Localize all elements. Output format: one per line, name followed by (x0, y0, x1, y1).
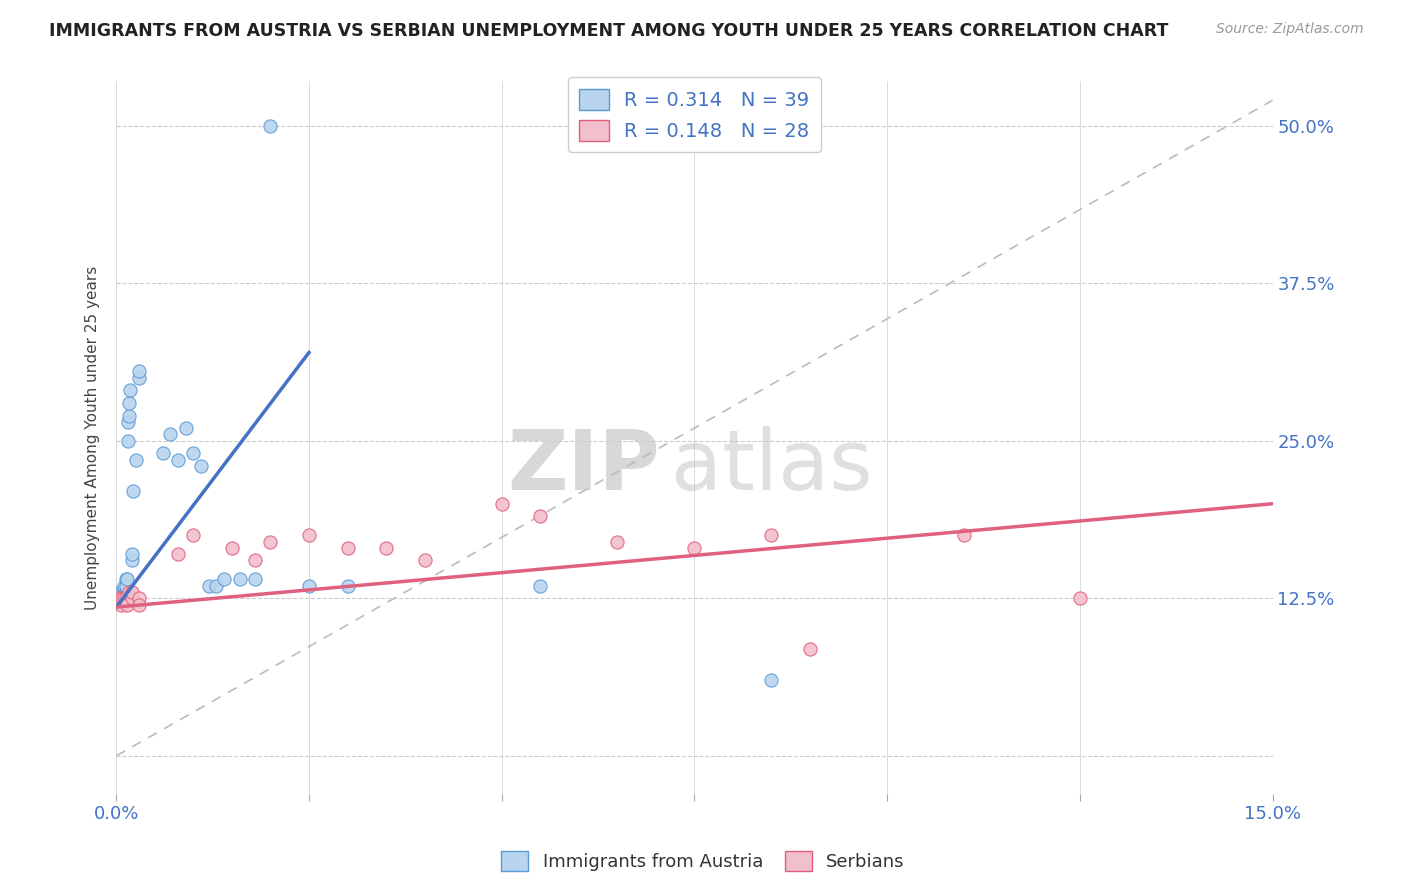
Text: IMMIGRANTS FROM AUSTRIA VS SERBIAN UNEMPLOYMENT AMONG YOUTH UNDER 25 YEARS CORRE: IMMIGRANTS FROM AUSTRIA VS SERBIAN UNEMP… (49, 22, 1168, 40)
Y-axis label: Unemployment Among Youth under 25 years: Unemployment Among Youth under 25 years (86, 266, 100, 610)
Point (121, 547, 143, 561)
Point (529, 509, 551, 524)
Point (118, 396, 141, 410)
Point (159, 427, 181, 442)
Point (152, 446, 174, 460)
Text: ZIP: ZIP (508, 425, 659, 507)
Point (128, 591, 150, 606)
Point (115, 579, 138, 593)
Point (413, 553, 436, 567)
Point (111, 591, 134, 606)
Point (336, 579, 359, 593)
Point (128, 364, 150, 378)
Text: atlas: atlas (671, 425, 873, 507)
Point (117, 434, 139, 448)
Point (243, 553, 266, 567)
Point (110, 591, 132, 606)
Point (122, 484, 145, 499)
Point (298, 579, 321, 593)
Point (243, 573, 266, 587)
Point (128, 370, 150, 384)
Point (259, 119, 281, 133)
Point (529, 579, 551, 593)
Point (167, 547, 190, 561)
Point (121, 585, 143, 599)
Point (953, 528, 976, 542)
Point (761, 528, 783, 542)
Point (111, 585, 134, 599)
Point (183, 528, 205, 542)
Point (174, 421, 197, 435)
Point (120, 384, 142, 398)
Point (197, 579, 219, 593)
Point (606, 534, 628, 549)
Point (336, 541, 359, 555)
Point (375, 541, 398, 555)
Point (128, 598, 150, 612)
Point (112, 587, 135, 601)
Point (221, 541, 243, 555)
Point (111, 591, 134, 606)
Point (108, 591, 131, 606)
Point (112, 587, 135, 601)
Point (112, 579, 135, 593)
Point (124, 452, 146, 467)
Point (491, 497, 513, 511)
Legend: Immigrants from Austria, Serbians: Immigrants from Austria, Serbians (494, 844, 912, 879)
Point (167, 452, 190, 467)
Point (121, 591, 143, 606)
Point (298, 528, 321, 542)
Point (117, 409, 139, 423)
Point (183, 446, 205, 460)
Point (683, 541, 706, 555)
Legend: R = 0.314   N = 39, R = 0.148   N = 28: R = 0.314 N = 39, R = 0.148 N = 28 (568, 77, 821, 153)
Point (115, 598, 138, 612)
Point (115, 573, 138, 587)
Point (259, 534, 281, 549)
Point (117, 415, 139, 429)
Point (228, 573, 250, 587)
Point (1069, 591, 1091, 606)
Point (107, 591, 129, 606)
Point (761, 673, 783, 688)
Point (205, 579, 228, 593)
Point (212, 573, 235, 587)
Point (117, 585, 139, 599)
Point (108, 585, 131, 599)
Text: Source: ZipAtlas.com: Source: ZipAtlas.com (1216, 22, 1364, 37)
Point (114, 591, 136, 606)
Point (112, 591, 135, 606)
Point (110, 598, 132, 612)
Point (114, 573, 136, 587)
Point (112, 585, 135, 599)
Point (190, 458, 212, 473)
Point (799, 641, 821, 656)
Point (121, 553, 143, 567)
